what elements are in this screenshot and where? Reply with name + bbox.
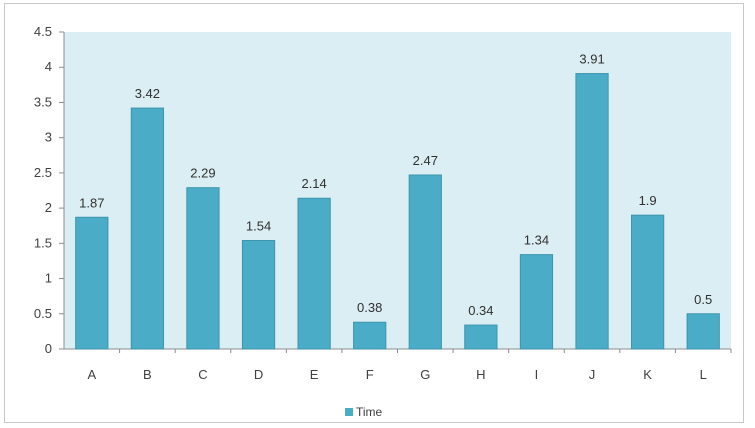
- y-tick-label: 3: [45, 130, 52, 145]
- legend-label-time: Time: [356, 405, 383, 419]
- bar-series-time: [75, 73, 720, 350]
- data-label-g: 2.47: [413, 153, 438, 168]
- data-label-j: 3.91: [579, 52, 604, 67]
- data-label-a: 1.87: [79, 195, 104, 210]
- bar-c: [186, 187, 220, 350]
- bar-a: [75, 216, 109, 350]
- bar-g: [408, 174, 442, 350]
- x-tick-label-h: H: [476, 367, 485, 382]
- x-tick-label-i: I: [535, 367, 539, 382]
- x-tick-label-g: G: [420, 367, 430, 382]
- y-tick-label: 4: [45, 59, 52, 74]
- y-tick-label: 2.5: [34, 165, 52, 180]
- y-tick-label: 0: [45, 341, 52, 356]
- x-tick-label-d: D: [254, 367, 263, 382]
- legend-swatch-time: [345, 408, 353, 416]
- bar-h: [464, 324, 498, 350]
- data-label-c: 2.29: [190, 166, 215, 181]
- x-tick-label-a: A: [87, 367, 96, 382]
- x-tick-label-b: B: [143, 367, 152, 382]
- data-label-e: 2.14: [301, 176, 326, 191]
- legend: Time: [345, 405, 383, 419]
- y-axis: 0 0.5 1 1.5 2 2.5 3 3.5 4 4.5: [34, 24, 65, 356]
- bar-l: [686, 313, 720, 350]
- data-label-b: 3.42: [135, 86, 160, 101]
- x-axis: A B C D E F G H I J K L: [64, 348, 732, 382]
- y-tick-label: 3.5: [34, 94, 52, 109]
- bar-k: [631, 214, 665, 350]
- x-tick-label-k: K: [643, 367, 652, 382]
- bar-f: [353, 321, 387, 350]
- data-label-d: 1.54: [246, 219, 271, 234]
- bar-i: [519, 254, 554, 350]
- data-label-f: 0.38: [357, 300, 382, 315]
- data-label-l: 0.5: [694, 292, 712, 307]
- chart-container: 0 0.5 1 1.5 2 2.5 3 3.5 4 4.5 A B C D E F G H I J K L 1.87 3.…: [4, 3, 744, 423]
- x-tick-label-c: C: [198, 367, 207, 382]
- bar-d: [241, 240, 276, 350]
- bar-chart: 0 0.5 1 1.5 2 2.5 3 3.5 4 4.5 A B C D E F G H I J K L 1.87 3.…: [34, 24, 732, 419]
- x-tick-label-l: L: [700, 367, 707, 382]
- x-tick-label-j: J: [589, 367, 596, 382]
- data-label-k: 1.9: [639, 193, 657, 208]
- bar-e: [297, 197, 331, 350]
- y-tick-label: 4.5: [34, 24, 52, 39]
- x-tick-label-e: E: [310, 367, 319, 382]
- bar-b: [130, 107, 164, 350]
- y-tick-label: 1.5: [34, 235, 52, 250]
- y-tick-label: 0.5: [34, 306, 52, 321]
- plot-area: [64, 32, 731, 349]
- data-labels: 1.87 3.42 2.29 1.54 2.14 0.38 2.47 0.34 1.34 3.91…: [79, 52, 712, 318]
- bar-j: [575, 73, 609, 350]
- data-label-h: 0.34: [468, 303, 493, 318]
- y-tick-label: 2: [45, 200, 52, 215]
- x-tick-label-f: F: [366, 367, 374, 382]
- data-label-i: 1.34: [524, 233, 549, 248]
- y-tick-label: 1: [45, 271, 52, 286]
